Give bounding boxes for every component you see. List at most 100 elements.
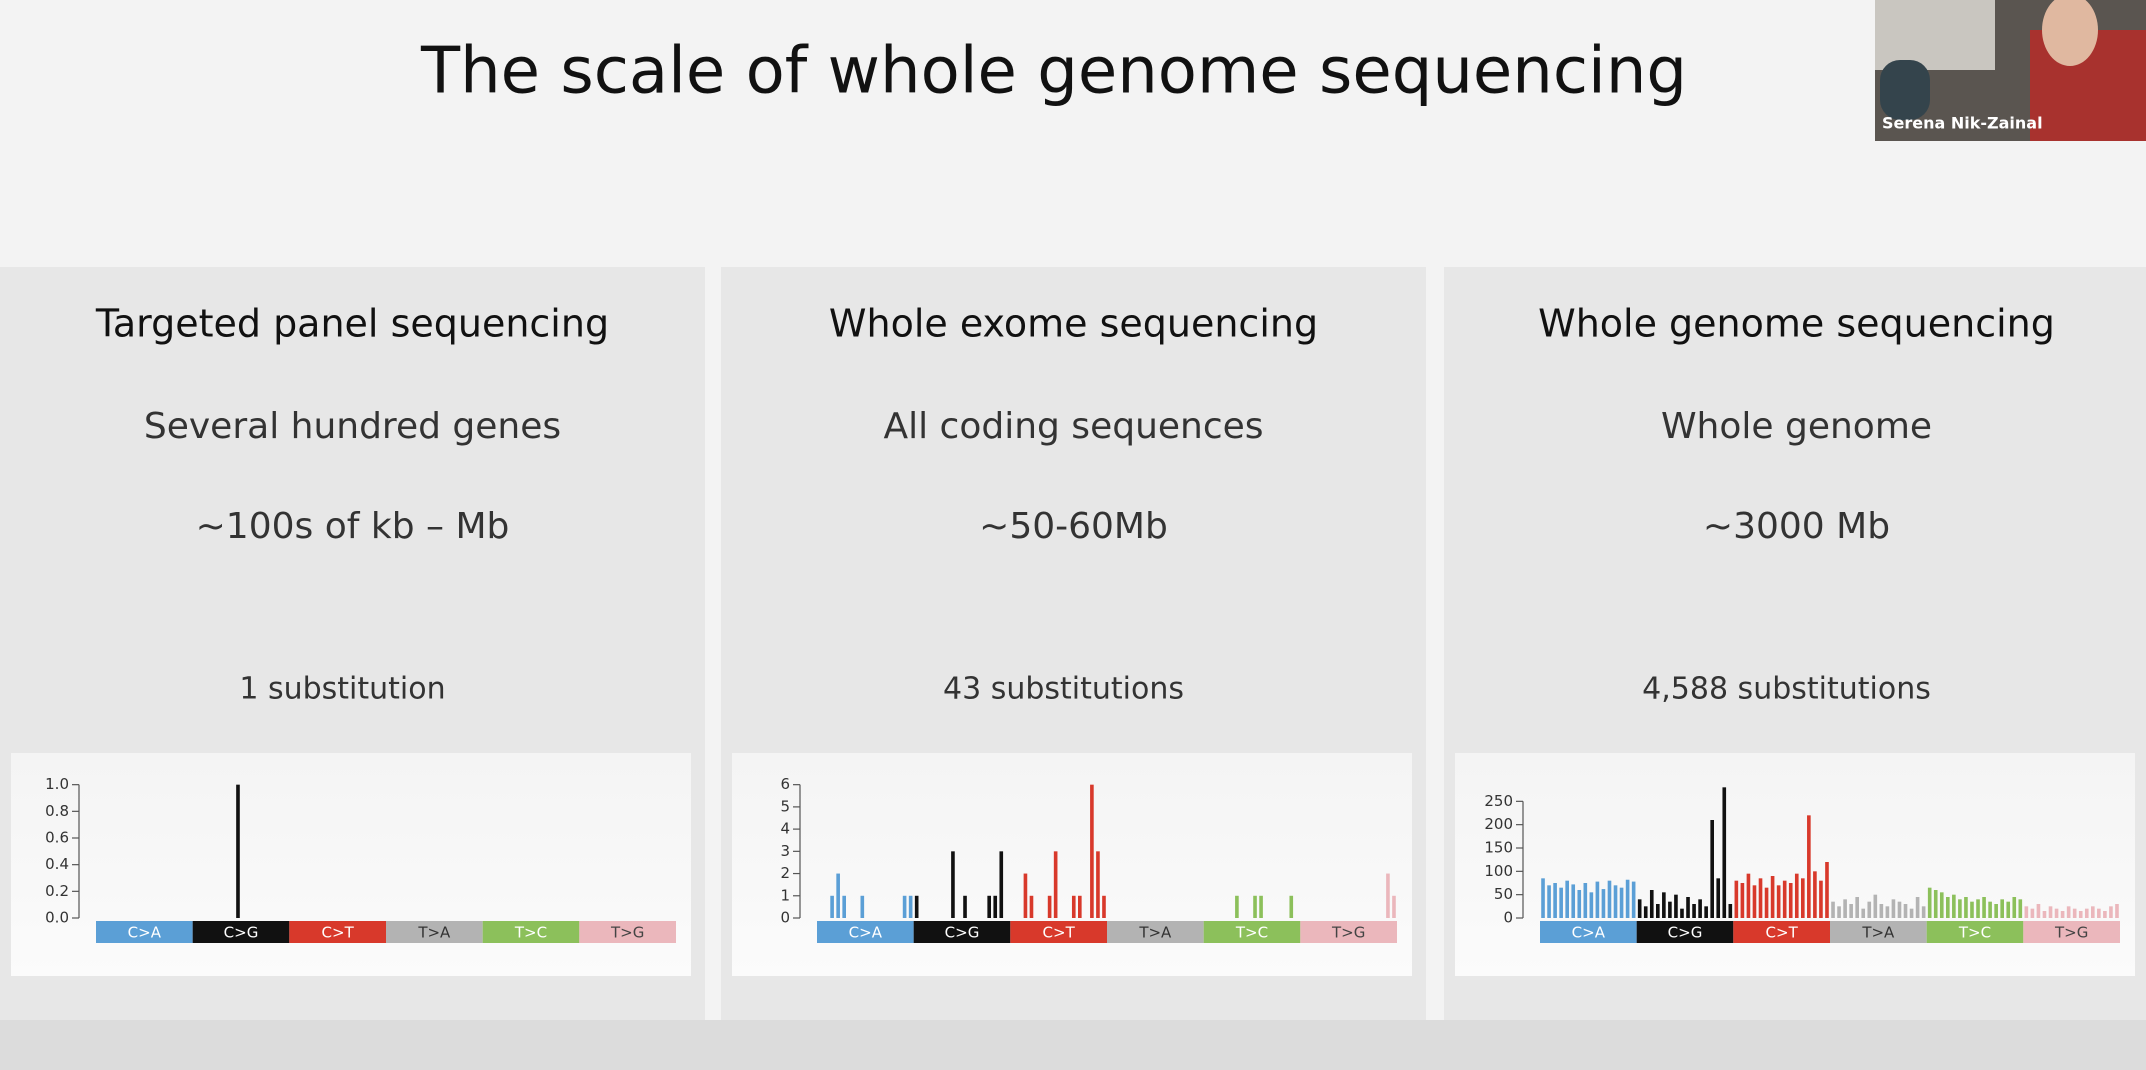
bar	[1897, 901, 1902, 918]
bar	[1386, 873, 1390, 918]
bar	[1053, 851, 1058, 918]
bar	[2078, 911, 2083, 918]
bar	[1782, 880, 1787, 918]
bar	[2072, 908, 2077, 918]
chart: 0.0 0.2 0.4 0.6 0.8 1.0 C>A C>G C>T T>A T>C T>G	[11, 753, 691, 976]
bar	[1837, 906, 1841, 918]
bar	[1752, 885, 1757, 918]
bar	[1607, 880, 1612, 918]
bar	[2012, 897, 2017, 918]
bar	[1921, 906, 1926, 918]
type-strip	[817, 921, 914, 943]
type-strip	[1203, 921, 1301, 943]
bar	[1571, 884, 1576, 918]
bar	[1849, 904, 1853, 918]
bar	[2000, 899, 2004, 918]
bar	[2030, 908, 2035, 918]
bar	[1855, 897, 1859, 918]
type-label: T>A	[1861, 924, 1895, 942]
bar	[1813, 871, 1817, 918]
bar	[1861, 908, 1866, 918]
type-label: C>T	[322, 924, 355, 942]
bar	[2048, 906, 2053, 918]
bar	[1559, 887, 1563, 918]
bar	[963, 895, 967, 918]
type-label: C>G	[1668, 924, 1703, 942]
bar	[1734, 880, 1739, 918]
type-label: T>C	[514, 924, 547, 942]
y-tick-label: 5	[780, 797, 790, 815]
bar	[1728, 904, 1733, 918]
bar	[1565, 880, 1569, 918]
panel: Whole genome sequencing Whole genome ~3000…	[1444, 267, 2146, 1020]
bar	[1873, 894, 1878, 918]
bar	[1903, 904, 1908, 918]
bar	[1915, 897, 1920, 918]
y-tick-label: 250	[1484, 792, 1513, 810]
video-face	[2042, 0, 2098, 66]
type-strip	[913, 921, 1011, 943]
speaker-name: Serena Nik-Zainal	[1882, 114, 2043, 133]
bar	[993, 895, 998, 918]
type-label: T>G	[1331, 924, 1365, 942]
bar	[2109, 906, 2113, 918]
panel-size: ~100s of kb – Mb	[196, 506, 510, 547]
bar	[1680, 908, 1684, 918]
bar	[1686, 897, 1690, 918]
bar	[1704, 906, 1708, 918]
y-tick-label: 1	[780, 886, 790, 904]
bar	[1662, 892, 1666, 918]
type-label: T>C	[1958, 924, 1991, 942]
panel-title: Targeted panel sequencing	[95, 302, 609, 346]
bar	[2024, 906, 2029, 918]
bar	[1698, 899, 1702, 918]
bar	[2054, 908, 2059, 918]
bar	[1710, 820, 1714, 918]
y-tick-label: 0.6	[45, 829, 69, 847]
bar	[902, 895, 907, 918]
type-label: T>C	[1235, 924, 1268, 942]
bar	[1656, 904, 1660, 918]
substitution-count: 4,588 substitutions	[1642, 672, 1931, 707]
panels: Targeted panel sequencing Several hundred…	[0, 267, 2146, 1020]
type-label: C>T	[1043, 924, 1076, 942]
y-tick-label: 200	[1484, 815, 1513, 833]
bar	[1867, 901, 1872, 918]
slide-title: The scale of whole genome sequencing	[420, 35, 1687, 109]
type-strip	[289, 921, 386, 943]
type-strip	[1010, 921, 1107, 943]
bar	[1831, 901, 1835, 918]
bar	[1964, 897, 1968, 918]
type-label: C>A	[1572, 924, 1606, 942]
bar	[2036, 904, 2041, 918]
bar	[1235, 895, 1239, 918]
bar	[1583, 883, 1588, 918]
type-strip	[579, 921, 676, 943]
type-strip	[1830, 921, 1927, 943]
bar	[1891, 899, 1896, 918]
bar	[1102, 895, 1106, 918]
bar	[999, 851, 1004, 918]
bar	[1547, 885, 1551, 918]
bar	[1758, 878, 1763, 918]
bar	[1825, 862, 1829, 918]
type-label: C>G	[224, 924, 259, 942]
bar	[2091, 906, 2095, 918]
y-tick-label: 3	[780, 842, 790, 860]
bar	[1770, 876, 1775, 918]
type-strip	[96, 921, 193, 943]
type-strip	[386, 921, 483, 943]
bar	[1909, 908, 1914, 918]
bar	[1801, 878, 1805, 918]
bar	[1289, 895, 1294, 918]
bar	[1096, 851, 1100, 918]
substitution-count: 1 substitution	[239, 672, 445, 707]
bar	[1958, 899, 1962, 918]
bar	[1589, 892, 1594, 918]
bar	[1541, 878, 1545, 918]
y-tick-label: 2	[780, 864, 790, 882]
type-label: T>A	[417, 924, 451, 942]
bar	[1090, 784, 1094, 918]
bar	[908, 895, 913, 918]
